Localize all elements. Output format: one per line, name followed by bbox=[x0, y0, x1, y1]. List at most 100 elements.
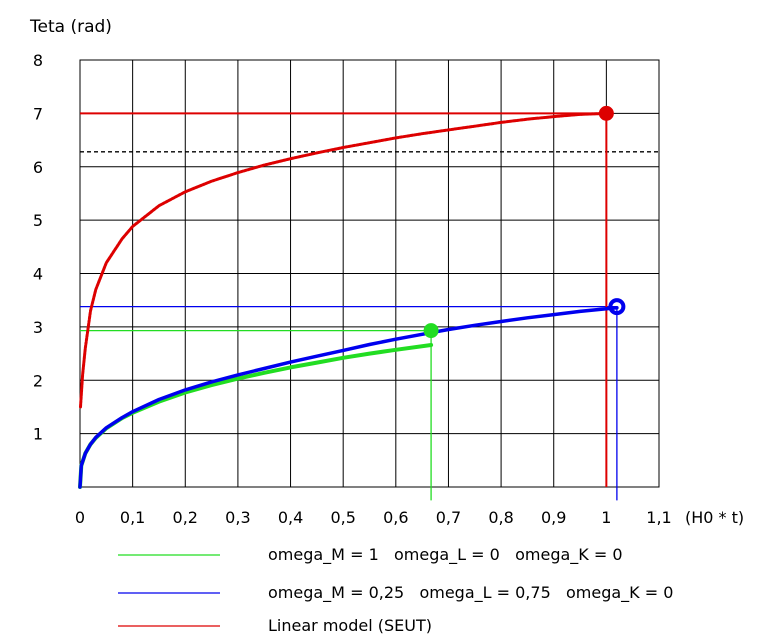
data-point-omega-m-025-24 bbox=[579, 310, 581, 313]
y-tick-label-2: 3 bbox=[33, 318, 43, 337]
x-tick-label-4: 0,4 bbox=[278, 508, 303, 527]
data-point-omega-m-025-0 bbox=[79, 486, 81, 488]
gridlines bbox=[79, 59, 660, 488]
x-tick-label-1: 0,1 bbox=[120, 508, 145, 527]
x-tick-label-11: 1,1 bbox=[646, 508, 671, 527]
data-point-omega-m-025-5 bbox=[105, 426, 108, 429]
series-layer bbox=[78, 111, 619, 489]
data-point-omega-m-025-25 bbox=[605, 307, 608, 310]
y-axis-title: Teta (rad) bbox=[29, 17, 112, 37]
reference-lines bbox=[80, 112, 659, 501]
data-point-linear-model-8 bbox=[158, 204, 160, 207]
data-point-linear-model-11 bbox=[237, 171, 239, 174]
x-tick-label-10: 1 bbox=[601, 508, 611, 527]
end-marker-omega-m-1 bbox=[423, 323, 439, 339]
data-point-omega-m-1-9 bbox=[184, 391, 187, 394]
data-point-omega-m-025-9 bbox=[184, 388, 187, 391]
data-point-linear-model-10 bbox=[210, 180, 213, 183]
y-axis-ticks: 1 2 3 4 5 6 7 8 bbox=[33, 51, 43, 444]
data-point-omega-m-025-12 bbox=[263, 367, 266, 370]
end-markers bbox=[423, 105, 626, 339]
data-point-linear-model-17 bbox=[394, 137, 397, 139]
end-marker-omega-m-025 bbox=[608, 298, 626, 316]
data-point-linear-model-9 bbox=[184, 190, 187, 193]
data-point-omega-m-025-18 bbox=[421, 333, 424, 336]
data-point-omega-m-025-22 bbox=[526, 316, 529, 319]
data-point-linear-model-23 bbox=[552, 115, 555, 118]
data-point-omega-m-025-13 bbox=[289, 361, 292, 364]
data-point-omega-m-025-10 bbox=[210, 380, 213, 383]
data-point-linear-model-4 bbox=[94, 288, 97, 291]
data-point-linear-model-3 bbox=[89, 309, 92, 312]
y-tick-label-3: 4 bbox=[33, 265, 43, 284]
data-point-omega-m-025-15 bbox=[342, 349, 345, 352]
data-point-linear-model-20 bbox=[473, 125, 476, 128]
legend-label-omega-m-025: omega_M = 0,25 omega_L = 0,75 omega_K = … bbox=[268, 583, 673, 603]
data-point-omega-m-025-8 bbox=[158, 398, 160, 401]
data-point-omega-m-025-7 bbox=[131, 410, 134, 413]
x-tick-label-0: 0 bbox=[75, 508, 85, 527]
data-point-omega-m-025-20 bbox=[473, 324, 476, 327]
y-tick-label-5: 6 bbox=[33, 158, 43, 177]
data-point-linear-model-1 bbox=[81, 374, 84, 376]
legend-label-linear-model: Linear model (SEUT) bbox=[268, 616, 432, 635]
y-tick-label-7: 8 bbox=[33, 51, 43, 70]
data-point-omega-m-025-17 bbox=[394, 338, 397, 341]
data-point-omega-m-1-18 bbox=[430, 344, 432, 346]
data-point-omega-m-1-10 bbox=[210, 384, 213, 386]
y-tick-label-0: 1 bbox=[33, 425, 43, 444]
data-point-omega-m-1-16 bbox=[368, 352, 371, 355]
data-point-linear-model-6 bbox=[121, 237, 124, 240]
data-point-linear-model-13 bbox=[289, 157, 292, 160]
data-point-omega-m-025-2 bbox=[84, 452, 87, 455]
data-point-linear-model-12 bbox=[263, 164, 266, 167]
data-point-linear-model-16 bbox=[368, 141, 371, 144]
x-tick-label-2: 0,2 bbox=[173, 508, 198, 527]
data-point-omega-m-1-12 bbox=[263, 371, 266, 374]
x-tick-label-6: 0,6 bbox=[383, 508, 408, 527]
data-point-omega-m-025-3 bbox=[89, 443, 92, 446]
x-axis-title: (H0 * t) bbox=[685, 508, 744, 527]
data-point-omega-m-025-23 bbox=[552, 313, 555, 316]
data-point-omega-m-1-15 bbox=[342, 356, 345, 359]
data-point-omega-m-1-17 bbox=[394, 348, 397, 351]
data-point-linear-model-2 bbox=[84, 347, 87, 350]
data-point-omega-m-1-11 bbox=[237, 377, 239, 380]
x-tick-label-3: 0,3 bbox=[225, 508, 250, 527]
x-tick-label-8: 0,8 bbox=[488, 508, 513, 527]
data-point-omega-m-025-1 bbox=[80, 464, 83, 467]
data-point-linear-model-21 bbox=[500, 121, 502, 124]
data-point-linear-model-15 bbox=[342, 146, 345, 149]
y-tick-label-1: 2 bbox=[33, 371, 43, 390]
series-line-omega-m-025 bbox=[78, 305, 619, 489]
data-point-linear-model-19 bbox=[447, 129, 450, 131]
data-point-omega-m-025-11 bbox=[237, 374, 239, 376]
x-axis-ticks: 0 0,1 0,2 0,3 0,4 0,5 0,6 0,7 0,8 0,9 1 1,1 bbox=[75, 508, 672, 527]
data-point-linear-model-22 bbox=[526, 118, 529, 121]
data-point-linear-model-7 bbox=[131, 225, 134, 228]
data-point-omega-m-1-14 bbox=[315, 361, 318, 364]
x-tick-label-5: 0,5 bbox=[330, 508, 355, 527]
data-point-omega-m-025-14 bbox=[315, 355, 318, 358]
plot-frame bbox=[79, 59, 660, 488]
y-tick-label-4: 5 bbox=[33, 211, 43, 230]
data-point-linear-model-14 bbox=[315, 151, 318, 154]
data-point-linear-model-0 bbox=[79, 406, 82, 408]
data-point-linear-model-5 bbox=[105, 261, 108, 264]
data-point-linear-model-18 bbox=[421, 132, 424, 135]
legend: omega_M = 1 omega_L = 0 omega_K = 0 omeg… bbox=[118, 545, 673, 635]
y-tick-label-6: 7 bbox=[33, 104, 43, 123]
data-point-omega-m-1-13 bbox=[289, 366, 292, 369]
end-marker-linear-model bbox=[598, 105, 614, 121]
data-point-omega-m-025-26 bbox=[615, 306, 618, 309]
data-point-linear-model-24 bbox=[579, 113, 581, 116]
x-tick-label-9: 0,9 bbox=[541, 508, 566, 527]
x-tick-label-7: 0,7 bbox=[436, 508, 461, 527]
data-point-omega-m-025-4 bbox=[94, 436, 97, 439]
data-point-omega-m-025-21 bbox=[500, 320, 502, 323]
data-point-omega-m-025-19 bbox=[447, 328, 450, 331]
data-point-omega-m-025-16 bbox=[368, 343, 371, 346]
data-point-omega-m-025-6 bbox=[121, 416, 124, 419]
legend-label-omega-m-1: omega_M = 1 omega_L = 0 omega_K = 0 bbox=[268, 545, 623, 565]
